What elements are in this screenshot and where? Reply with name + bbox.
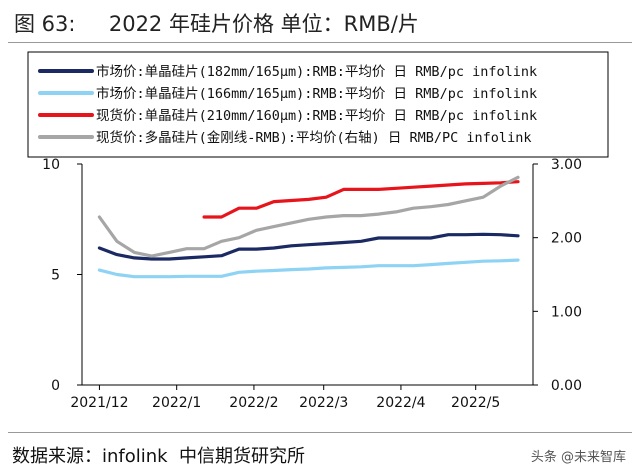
legend-label-4: 现货价:多晶硅片(金刚线-RMB):平均价(右轴) 日 RMB/PC infol… <box>96 129 531 146</box>
y-right-tick-label: 1.00 <box>551 304 582 320</box>
source-note: 数据来源：infolink 中信期货研究所 <box>12 446 306 467</box>
line-chart: 市场价:单晶硅片(182mm/165μm):RMB:平均价 日 RMB/pc i… <box>27 51 609 411</box>
legend-box <box>27 51 609 158</box>
x-tick-label: 2022/3 <box>299 395 348 411</box>
y-left-tick-label: 0 <box>51 378 60 394</box>
watermark: 头条 @未来智库 <box>530 450 626 465</box>
figure-title-bar: 图 63: 2022 年硅片价格 单位：RMB/片 <box>0 0 640 44</box>
chart-series <box>97 175 520 279</box>
x-tick-label: 2022/2 <box>229 395 278 411</box>
title-divider <box>8 42 632 43</box>
series-line-4 <box>97 175 520 258</box>
x-tick-label: 2022/5 <box>451 395 500 411</box>
source-bar: 数据来源：infolink 中信期货研究所 头条 @未来智库 <box>0 432 640 475</box>
chart-axes: 0 5 10 0.00 1.00 2.00 3.00 2021/12 2022/1 2022/2 2… <box>42 157 582 411</box>
series-line-2 <box>97 258 520 279</box>
figure-title: 图 63: 2022 年硅片价格 单位：RMB/片 <box>14 12 419 36</box>
y-right-tick-label: 3.00 <box>551 157 582 173</box>
x-tick-label: 2022/1 <box>152 395 201 411</box>
series-line-1 <box>97 232 520 261</box>
x-tick-label: 2022/4 <box>376 395 425 411</box>
legend-label-1: 市场价:单晶硅片(182mm/165μm):RMB:平均价 日 RMB/pc i… <box>96 63 537 80</box>
y-left-tick-label: 10 <box>42 157 60 173</box>
legend-label-2: 市场价:单晶硅片(166mm/165μm):RMB:平均价 日 RMB/pc i… <box>96 85 537 102</box>
source-divider <box>8 432 632 433</box>
series-line-3 <box>202 180 520 219</box>
y-left-tick-label: 5 <box>51 268 60 284</box>
x-tick-label: 2021/12 <box>70 395 128 411</box>
chart-legend: 市场价:单晶硅片(182mm/165μm):RMB:平均价 日 RMB/pc i… <box>27 51 609 158</box>
y-right-tick-label: 2.00 <box>551 231 582 247</box>
legend-label-3: 现货价:单晶硅片(210mm/160μm):RMB:平均价 日 RMB/pc i… <box>96 107 537 124</box>
y-right-tick-label: 0.00 <box>551 378 582 394</box>
